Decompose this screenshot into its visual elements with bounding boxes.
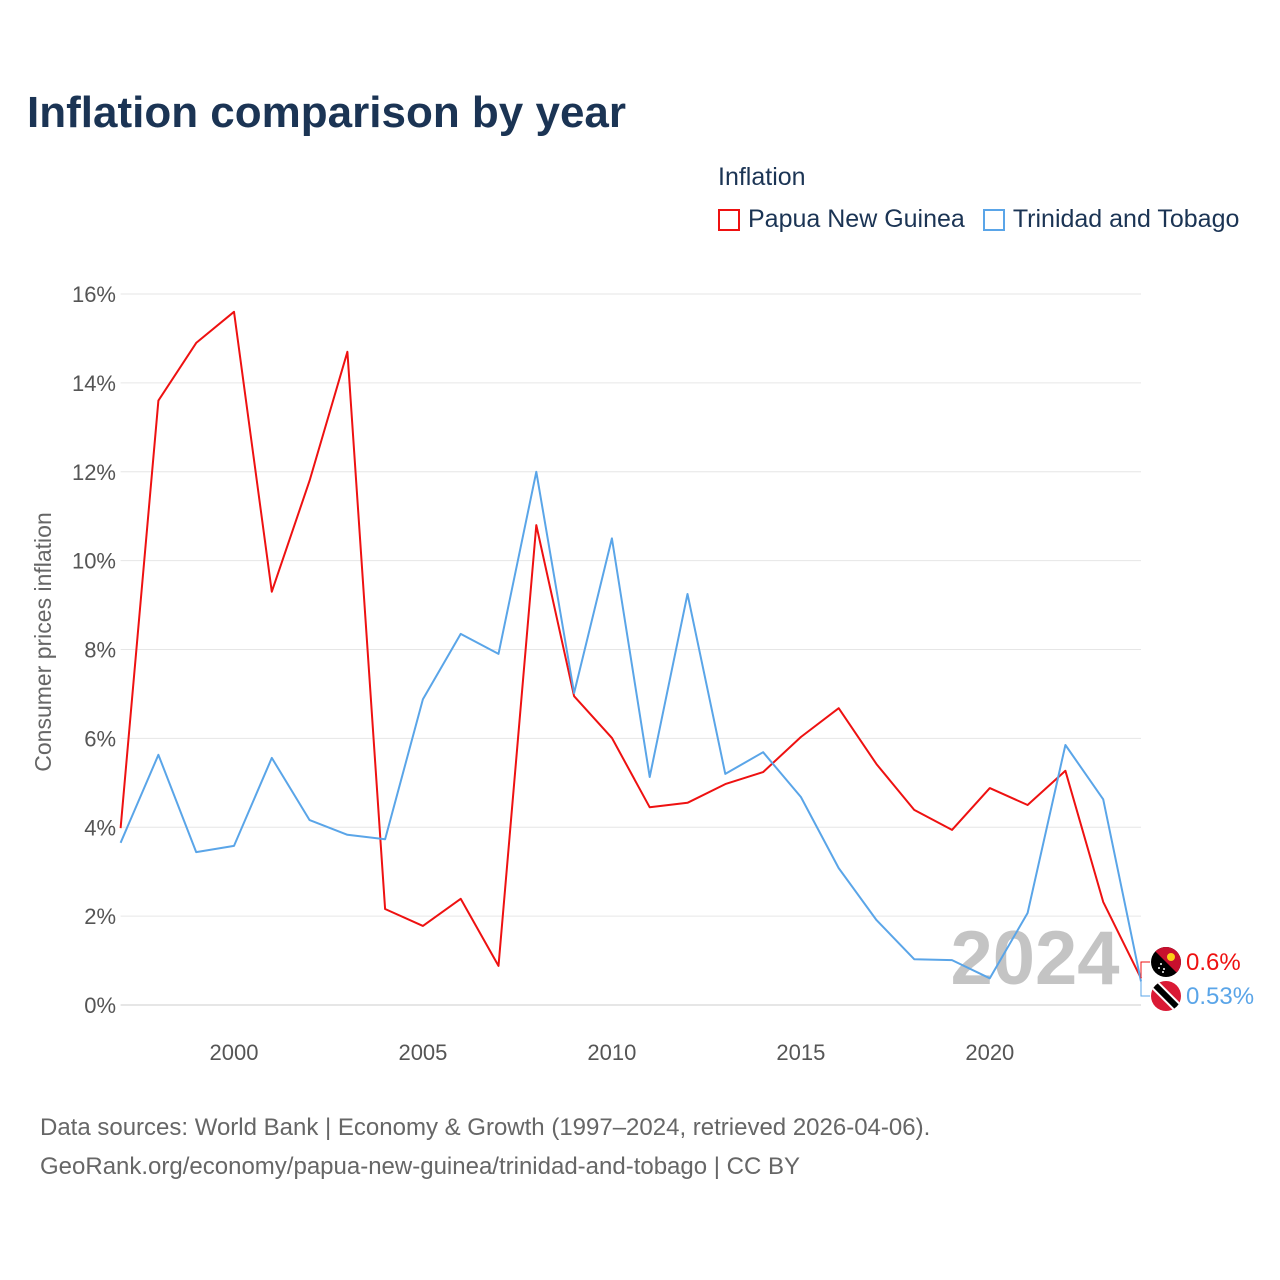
data-point[interactable]	[797, 733, 805, 741]
data-point[interactable]	[495, 650, 503, 658]
y-tick-label: 16%	[72, 282, 116, 307]
data-point[interactable]	[646, 803, 654, 811]
end-connector	[1140, 961, 1150, 979]
data-point[interactable]	[419, 922, 427, 930]
data-point[interactable]	[457, 630, 465, 638]
data-point[interactable]	[759, 768, 767, 776]
legend-title: Inflation	[718, 163, 806, 191]
legend-item-tt[interactable]: Trinidad and Tobago	[982, 205, 1240, 234]
data-point[interactable]	[872, 760, 880, 768]
x-tick-label: 2015	[776, 1040, 825, 1065]
data-point[interactable]	[986, 784, 994, 792]
data-point[interactable]	[230, 842, 238, 850]
data-point[interactable]	[835, 864, 843, 872]
legend-item-png[interactable]: Papua New Guinea	[718, 205, 965, 234]
data-point[interactable]	[872, 916, 880, 924]
x-tick-label: 2005	[398, 1040, 447, 1065]
legend: Papua New Guinea Trinidad and Tobago	[718, 205, 1239, 234]
data-point[interactable]	[1061, 767, 1069, 775]
data-point[interactable]	[381, 835, 389, 843]
y-tick-label: 4%	[84, 815, 116, 840]
footer: Data sources: World Bank | Economy & Gro…	[40, 1108, 930, 1186]
end-connector	[1140, 981, 1150, 997]
data-point[interactable]	[495, 962, 503, 970]
y-tick-label: 2%	[84, 904, 116, 929]
data-point[interactable]	[570, 689, 578, 697]
data-point[interactable]	[117, 839, 125, 847]
source-link[interactable]: GeoRank.org/economy/papua-new-guinea/tri…	[40, 1153, 801, 1180]
legend-label: Trinidad and Tobago	[1012, 205, 1240, 233]
y-tick-label: 8%	[84, 638, 116, 663]
data-point[interactable]	[268, 588, 276, 596]
data-point[interactable]	[721, 770, 729, 778]
data-point[interactable]	[1099, 795, 1107, 803]
data-point[interactable]	[1024, 909, 1032, 917]
data-point[interactable]	[1099, 898, 1107, 906]
y-tick-label: 12%	[72, 460, 116, 485]
data-point[interactable]	[986, 974, 994, 982]
series-line-trinidad-and-tobago	[119, 470, 1142, 982]
y-tick-label: 0%	[84, 993, 116, 1018]
data-point[interactable]	[381, 905, 389, 913]
year-watermark: 2024	[950, 916, 1119, 1001]
data-point[interactable]	[948, 956, 956, 964]
chart-title: Inflation comparison by year	[27, 88, 627, 137]
data-point[interactable]	[721, 780, 729, 788]
y-tick-label: 10%	[72, 549, 116, 574]
data-point[interactable]	[646, 773, 654, 781]
data-point[interactable]	[192, 339, 200, 347]
data-point[interactable]	[306, 477, 314, 485]
end-value-label: 0.53%	[1186, 983, 1254, 1010]
data-point[interactable]	[192, 848, 200, 856]
data-point[interactable]	[683, 590, 691, 598]
data-point[interactable]	[1061, 741, 1069, 749]
data-point[interactable]	[532, 468, 540, 476]
data-point[interactable]	[835, 704, 843, 712]
data-point[interactable]	[457, 895, 465, 903]
data-point[interactable]	[948, 826, 956, 834]
y-axis-label: Consumer prices inflation	[30, 512, 56, 772]
trinidad-and-tobago-flag-icon	[1151, 981, 1181, 1011]
data-point[interactable]	[608, 534, 616, 542]
x-tick-label: 2010	[587, 1040, 636, 1065]
data-point[interactable]	[154, 751, 162, 759]
data-point[interactable]	[343, 831, 351, 839]
data-point[interactable]	[306, 816, 314, 824]
series-line-papua-new-guinea	[119, 310, 1142, 979]
y-tick-label: 6%	[84, 726, 116, 751]
data-point[interactable]	[117, 824, 125, 832]
data-point[interactable]	[532, 521, 540, 529]
data-point[interactable]	[797, 793, 805, 801]
data-point[interactable]	[608, 734, 616, 742]
y-tick-label: 14%	[72, 371, 116, 396]
data-point[interactable]	[1024, 801, 1032, 809]
end-value-label: 0.6%	[1186, 949, 1241, 976]
x-tick-label: 2000	[210, 1040, 259, 1065]
legend-label: Papua New Guinea	[748, 205, 965, 233]
data-point[interactable]	[154, 397, 162, 405]
data-point[interactable]	[230, 308, 238, 316]
x-tick-label: 2020	[965, 1040, 1014, 1065]
papua-new-guinea-flag-icon	[1151, 947, 1181, 977]
data-point[interactable]	[268, 754, 276, 762]
data-point[interactable]	[759, 748, 767, 756]
data-point[interactable]	[419, 695, 427, 703]
legend-swatch-tt	[982, 208, 1005, 231]
data-point[interactable]	[910, 806, 918, 814]
data-source-text: Data sources: World Bank | Economy & Gro…	[40, 1114, 931, 1141]
data-point[interactable]	[910, 955, 918, 963]
data-point[interactable]	[683, 799, 691, 807]
legend-swatch-png	[718, 208, 740, 231]
data-point[interactable]	[343, 348, 351, 356]
